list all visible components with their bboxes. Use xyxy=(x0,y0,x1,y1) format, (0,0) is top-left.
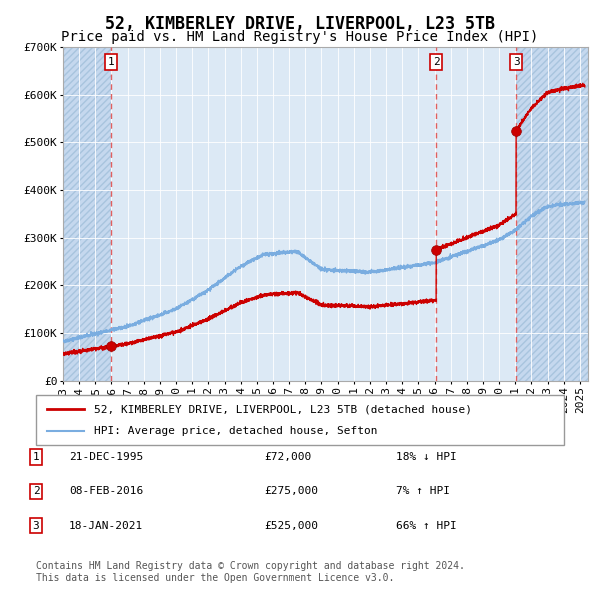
Text: 2: 2 xyxy=(433,57,440,67)
Text: 7% ↑ HPI: 7% ↑ HPI xyxy=(396,487,450,496)
Text: 21-DEC-1995: 21-DEC-1995 xyxy=(69,453,143,462)
Text: 1: 1 xyxy=(107,57,115,67)
Text: 08-FEB-2016: 08-FEB-2016 xyxy=(69,487,143,496)
Text: £72,000: £72,000 xyxy=(264,453,311,462)
Text: 3: 3 xyxy=(513,57,520,67)
Text: 2: 2 xyxy=(32,487,40,496)
Text: 3: 3 xyxy=(32,521,40,530)
Text: £275,000: £275,000 xyxy=(264,487,318,496)
Text: 18-JAN-2021: 18-JAN-2021 xyxy=(69,521,143,530)
Text: Price paid vs. HM Land Registry's House Price Index (HPI): Price paid vs. HM Land Registry's House … xyxy=(61,30,539,44)
Text: HPI: Average price, detached house, Sefton: HPI: Average price, detached house, Seft… xyxy=(94,427,377,437)
Text: 52, KIMBERLEY DRIVE, LIVERPOOL, L23 5TB: 52, KIMBERLEY DRIVE, LIVERPOOL, L23 5TB xyxy=(105,15,495,33)
Bar xyxy=(63,47,111,381)
Text: Contains HM Land Registry data © Crown copyright and database right 2024.
This d: Contains HM Land Registry data © Crown c… xyxy=(36,561,465,583)
Text: 18% ↓ HPI: 18% ↓ HPI xyxy=(396,453,457,462)
Text: 52, KIMBERLEY DRIVE, LIVERPOOL, L23 5TB (detached house): 52, KIMBERLEY DRIVE, LIVERPOOL, L23 5TB … xyxy=(94,404,472,414)
Bar xyxy=(516,47,588,381)
Text: 66% ↑ HPI: 66% ↑ HPI xyxy=(396,521,457,530)
FancyBboxPatch shape xyxy=(36,395,564,445)
Text: £525,000: £525,000 xyxy=(264,521,318,530)
Text: 1: 1 xyxy=(32,453,40,462)
